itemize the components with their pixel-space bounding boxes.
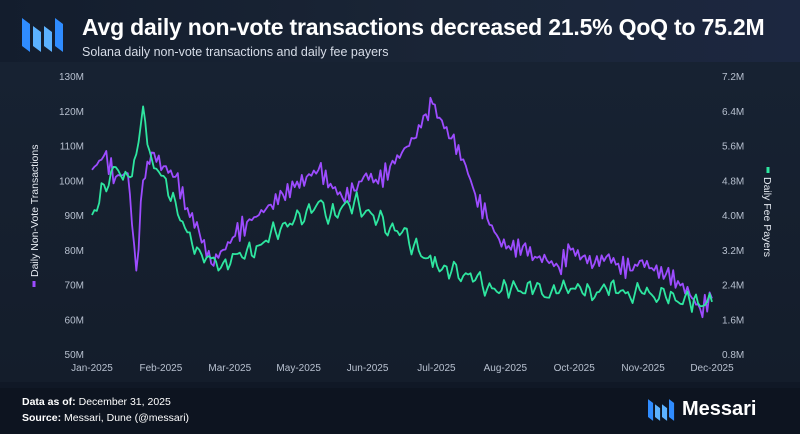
data-as-of-label: Data as of: xyxy=(22,396,76,408)
y-left-tick-label: 110M xyxy=(60,142,84,153)
messari-brand: Messari xyxy=(648,396,778,424)
chart-footer: Data as of: December 31, 2025 Source: Me… xyxy=(0,388,800,434)
y-right-tick-label: 7.2M xyxy=(722,72,744,83)
y-right-tick-label: 6.4M xyxy=(722,107,744,118)
page-subtitle: Solana daily non-vote transactions and d… xyxy=(82,45,389,59)
y-right-tick-label: 1.6M xyxy=(722,315,744,326)
page-title: Avg daily non-vote transactions decrease… xyxy=(82,14,765,40)
y-left-tick-label: 50M xyxy=(65,350,84,361)
x-tick-label: Jun-2025 xyxy=(347,363,389,374)
x-tick-label: Nov-2025 xyxy=(621,363,665,374)
y-right-axis-title: Daily Fee Payers xyxy=(761,167,773,257)
x-tick-label: Jul-2025 xyxy=(417,363,456,374)
series-line-non-vote-transactions xyxy=(91,96,713,319)
y-right-tick-label: 5.6M xyxy=(722,142,744,153)
y-right-tick-label: 0.8M xyxy=(722,350,744,361)
source-value: Messari, Dune (@messari) xyxy=(64,412,190,424)
y-left-tick-label: 90M xyxy=(65,211,84,222)
x-tick-label: Oct-2025 xyxy=(554,363,596,374)
y-left-tick-label: 70M xyxy=(65,281,84,292)
y-left-axis-title: Daily Non-Vote Transactions xyxy=(29,145,41,287)
data-as-of: Data as of: December 31, 2025 xyxy=(22,396,171,408)
series-line-fee-payers xyxy=(91,105,713,313)
y-left-tick-label: 100M xyxy=(59,176,84,187)
x-tick-label: Feb-2025 xyxy=(139,363,182,374)
x-tick-label: Aug-2025 xyxy=(484,363,528,374)
x-tick-label: May-2025 xyxy=(276,363,321,374)
y-right-tick-label: 4.0M xyxy=(722,211,744,222)
y-left-tick-label: 130M xyxy=(59,72,84,83)
y-left-tick-label: 60M xyxy=(65,315,84,326)
x-tick-label: Jan-2025 xyxy=(71,363,113,374)
y-left-tick-label: 80M xyxy=(65,246,84,257)
source-label: Source: xyxy=(22,412,62,424)
line-chart: 50M 60M 70M 80M 90M 100M 110M 120M 130M 0.8M 1.6M… xyxy=(29,72,773,374)
source-line: Source: Messari, Dune (@messari) xyxy=(22,412,189,424)
x-tick-label: Mar-2025 xyxy=(208,363,251,374)
y-left-axis-label: Daily Non-Vote Transactions xyxy=(29,145,41,277)
chart-header: Avg daily non-vote transactions decrease… xyxy=(0,0,800,70)
y-right-tick-label: 2.4M xyxy=(722,281,744,292)
y-right-tick-label: 4.8M xyxy=(722,176,744,187)
x-tick-label: Dec-2025 xyxy=(690,363,734,374)
data-as-of-value: December 31, 2025 xyxy=(78,396,171,408)
messari-logo-icon xyxy=(22,18,63,52)
messari-brand-icon xyxy=(648,399,675,421)
y-left-tick-label: 120M xyxy=(59,107,84,118)
y-right-axis-label: Daily Fee Payers xyxy=(761,177,773,257)
y-right-tick-label: 3.2M xyxy=(722,246,744,257)
brand-name: Messari xyxy=(682,398,757,420)
chart-area: 50M 60M 70M 80M 90M 100M 110M 120M 130M 0.8M 1.6M… xyxy=(0,62,800,382)
